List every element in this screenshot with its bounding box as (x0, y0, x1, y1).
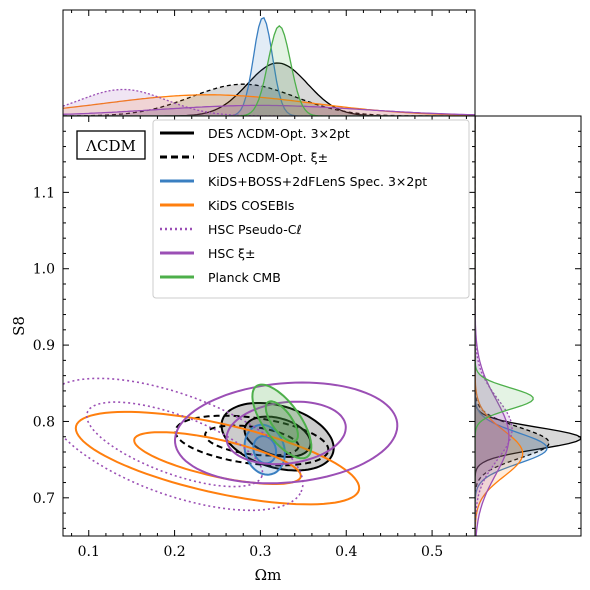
legend-label-des-cdm-opt-3-2pt: DES ΛCDM-Opt. 3×2pt (208, 126, 350, 141)
x-tick-label: 0.2 (163, 544, 185, 560)
y-axis-title: S8 (10, 316, 28, 336)
legend-label-des-cdm-opt: DES ΛCDM-Opt. ξ± (208, 150, 328, 165)
marginal-fill-s8-des-cdm-opt-3-2pt (475, 116, 581, 536)
y-tick-label: 0.9 (33, 338, 55, 354)
contour-95-hsc-pseudo-c (63, 377, 304, 512)
legend-label-hsc: HSC ξ± (208, 246, 255, 261)
x-tick-label: 0.3 (249, 544, 271, 560)
y-tick-label: 1.1 (33, 185, 55, 201)
y-tick-label: 0.8 (33, 414, 55, 430)
legend: DES ΛCDM-Opt. 3×2pt DES ΛCDM-Opt. ξ± KiDS+… (160, 126, 427, 285)
x-tick-label: 0.4 (335, 544, 357, 560)
contour-95-kids-cosebis (74, 410, 361, 506)
omega-m-marginal-panel (63, 16, 475, 116)
marginal-curve-omega-m-hsc (63, 104, 475, 116)
x-tick-label: 0.1 (78, 544, 100, 560)
model-label-box (76, 130, 146, 160)
legend-label-kids-cosebis: KiDS COSEBIs (208, 198, 294, 213)
marginal-fill-omega-m-des-cdm-opt (63, 84, 475, 116)
marginal-curve-s8-kids-boss-2dflens-spec-3-2pt (475, 116, 548, 536)
marginal-fill-s8-hsc-pseudo-c (475, 116, 513, 536)
marginal-fill-omega-m-des-cdm-opt-3-2pt (63, 63, 475, 116)
marginal-curve-omega-m-planck-cmb (63, 25, 475, 116)
contour-95-hsc (173, 381, 399, 485)
axis-ticks: 0.1 0.2 0.3 0.4 0.5 0.7 0.8 0.9 1.0 1.1 (33, 10, 581, 560)
contour-68-planck-cmb (264, 400, 299, 443)
marginal-curve-omega-m-kids-boss-2dflens-spec-3-2pt (63, 16, 475, 116)
contour-68-hsc-pseudo-c (85, 401, 264, 488)
model-label: ΛCDM (85, 137, 136, 155)
contour-68-hsc (225, 400, 347, 466)
legend-label-kids-boss-2dflens-spec-3-2pt: KiDS+BOSS+2dFLenS Spec. 3×2pt (208, 174, 427, 189)
y-tick-label: 1.0 (33, 262, 55, 278)
x-tick-label: 0.5 (421, 544, 443, 560)
marginal-fill-s8-kids-cosebis (475, 116, 523, 536)
marginal-fill-s8-hsc (475, 116, 509, 536)
marginal-fill-omega-m-hsc (63, 105, 475, 116)
s8-marginal-panel (475, 116, 581, 536)
x-axis-title: Ωm (255, 566, 282, 584)
marginal-fill-omega-m-planck-cmb (63, 25, 475, 116)
marginal-curve-s8-kids-cosebis (475, 116, 524, 536)
main-contour-panel (63, 377, 399, 512)
right-panel-frame (475, 115, 582, 537)
top-panel-frame (62, 9, 476, 116)
legend-label-planck-cmb: Planck CMB (208, 270, 281, 285)
marginal-curve-omega-m-des-cdm-opt-3-2pt (63, 62, 475, 116)
marginal-fill-s8-kids-boss-2dflens-spec-3-2pt (475, 116, 548, 536)
contour-95-des-cdm-opt (174, 414, 330, 467)
y-tick-label: 0.7 (33, 491, 55, 507)
contour-68-kids-boss-2dflens-spec-3-2pt (252, 435, 278, 465)
main-panel-frame (62, 115, 476, 537)
legend-label-hsc-pseudo-c: HSC Pseudo-Cℓ (208, 222, 302, 237)
marginal-fill-s8-des-cdm-opt (475, 116, 550, 536)
legend-box (152, 119, 470, 299)
contour-68-des-cdm-opt (204, 424, 300, 457)
marginal-fill-omega-m-kids-boss-2dflens-spec-3-2pt (63, 17, 475, 116)
marginal-curve-s8-des-cdm-opt-3-2pt (475, 116, 581, 536)
